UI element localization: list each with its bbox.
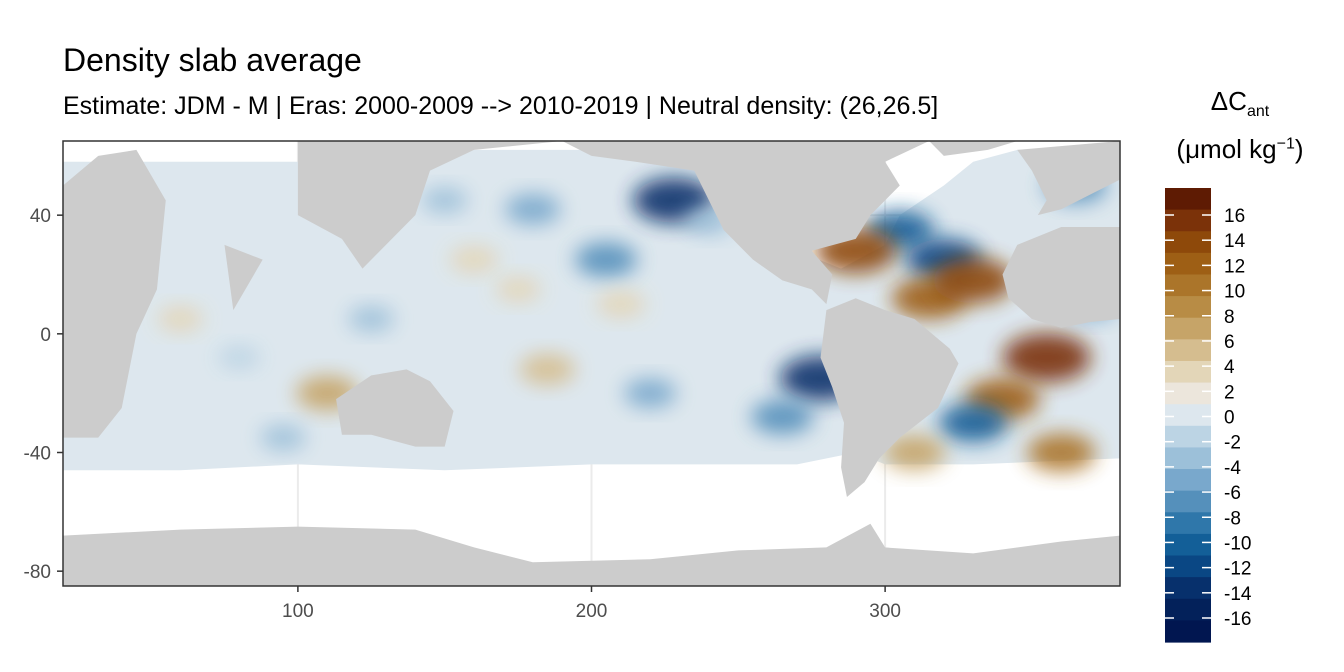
legend-label--14: -14 xyxy=(1224,584,1252,605)
anomaly-cell-20 xyxy=(157,306,204,332)
anomaly-cell-24 xyxy=(421,187,468,214)
legend-label--2: -2 xyxy=(1224,433,1241,454)
legend-swatch-17 xyxy=(1165,555,1211,578)
anomaly-cell-6 xyxy=(519,354,576,385)
legend-label-12: 12 xyxy=(1224,256,1245,277)
y-tick-label-0: 0 xyxy=(40,325,51,346)
land-eurasia xyxy=(297,141,563,269)
land-north-africa xyxy=(1002,227,1120,328)
legend-swatch-11 xyxy=(1165,425,1211,449)
legend-swatch-15 xyxy=(1165,512,1211,535)
anomaly-cell-17 xyxy=(1027,433,1096,472)
legend-swatch-3 xyxy=(1165,252,1211,276)
legend-swatch-4 xyxy=(1165,274,1211,297)
legend-label-6: 6 xyxy=(1224,332,1235,353)
x-tick-label-200: 200 xyxy=(576,601,608,622)
anomaly-cell-9 xyxy=(751,399,814,435)
legend-label-2: 2 xyxy=(1224,382,1235,403)
y-tick-label--80: -80 xyxy=(24,562,51,583)
legend-swatch-6 xyxy=(1165,317,1211,340)
legend-swatch-16 xyxy=(1165,533,1211,557)
legend-unit: (μmol kg−1) xyxy=(1176,134,1304,164)
anomaly-cell-5 xyxy=(596,290,646,318)
legend-swatch-7 xyxy=(1165,339,1211,362)
legend-swatch-12 xyxy=(1165,447,1211,470)
legend-label--16: -16 xyxy=(1224,609,1251,630)
land-south-america xyxy=(820,298,959,497)
legend-label-10: 10 xyxy=(1224,282,1245,303)
legend-label-14: 14 xyxy=(1224,231,1246,252)
land-australia xyxy=(336,369,454,447)
legend-swatch-9 xyxy=(1165,382,1211,405)
legend-label--12: -12 xyxy=(1224,559,1251,580)
legend-swatch-19 xyxy=(1165,598,1211,621)
x-tick-label-300: 300 xyxy=(869,601,901,622)
legend-label-4: 4 xyxy=(1224,357,1235,378)
chart-title: Density slab average xyxy=(63,42,362,78)
legend-label--6: -6 xyxy=(1224,483,1241,504)
y-tick-label-40: 40 xyxy=(30,206,51,227)
anomaly-cell-16 xyxy=(938,403,1008,442)
legend-swatch-20 xyxy=(1165,620,1211,643)
legend-title: ΔCant xyxy=(1210,86,1270,121)
land-greenland xyxy=(929,141,1018,156)
legend-label-16: 16 xyxy=(1224,206,1245,227)
anomaly-cell-4 xyxy=(495,276,541,303)
land-africa xyxy=(63,149,166,438)
chart-subtitle: Estimate: JDM - M | Eras: 2000-2009 --> … xyxy=(63,92,939,120)
land-europe xyxy=(1017,141,1120,216)
legend-label--10: -10 xyxy=(1224,533,1251,554)
legend-swatch-2 xyxy=(1165,231,1211,254)
anomaly-cell-21 xyxy=(217,345,261,370)
anomaly-cell-7 xyxy=(624,378,677,408)
anomaly-cell-28 xyxy=(260,424,307,451)
legend-swatch-0 xyxy=(1165,188,1211,211)
anomaly-cell-13 xyxy=(932,257,1014,304)
land-india xyxy=(224,244,263,311)
anomaly-cell-19 xyxy=(883,435,946,470)
legend-swatch-13 xyxy=(1165,469,1211,492)
legend-label--4: -4 xyxy=(1224,458,1241,479)
anomaly-cell-2 xyxy=(505,193,561,225)
map-layer xyxy=(63,141,1120,586)
legend-label-8: 8 xyxy=(1224,307,1235,328)
legend-swatch-14 xyxy=(1165,490,1211,513)
legend-swatch-1 xyxy=(1165,209,1211,232)
y-tick-label--40: -40 xyxy=(24,444,51,465)
legend-swatch-8 xyxy=(1165,360,1211,384)
anomaly-cell-14 xyxy=(1002,333,1091,382)
anomaly-cell-23 xyxy=(348,306,395,332)
legend-swatch-10 xyxy=(1165,404,1211,427)
land-north-america xyxy=(562,141,930,305)
legend-label--8: -8 xyxy=(1224,508,1241,529)
legend-label-0: 0 xyxy=(1224,408,1235,429)
anomaly-cell-1 xyxy=(575,242,638,277)
anomaly-cell-3 xyxy=(449,246,499,274)
legend-swatch-5 xyxy=(1165,296,1211,319)
land-antarctica xyxy=(63,523,1120,586)
legend-swatch-18 xyxy=(1165,577,1211,600)
x-tick-label-100: 100 xyxy=(282,601,314,622)
